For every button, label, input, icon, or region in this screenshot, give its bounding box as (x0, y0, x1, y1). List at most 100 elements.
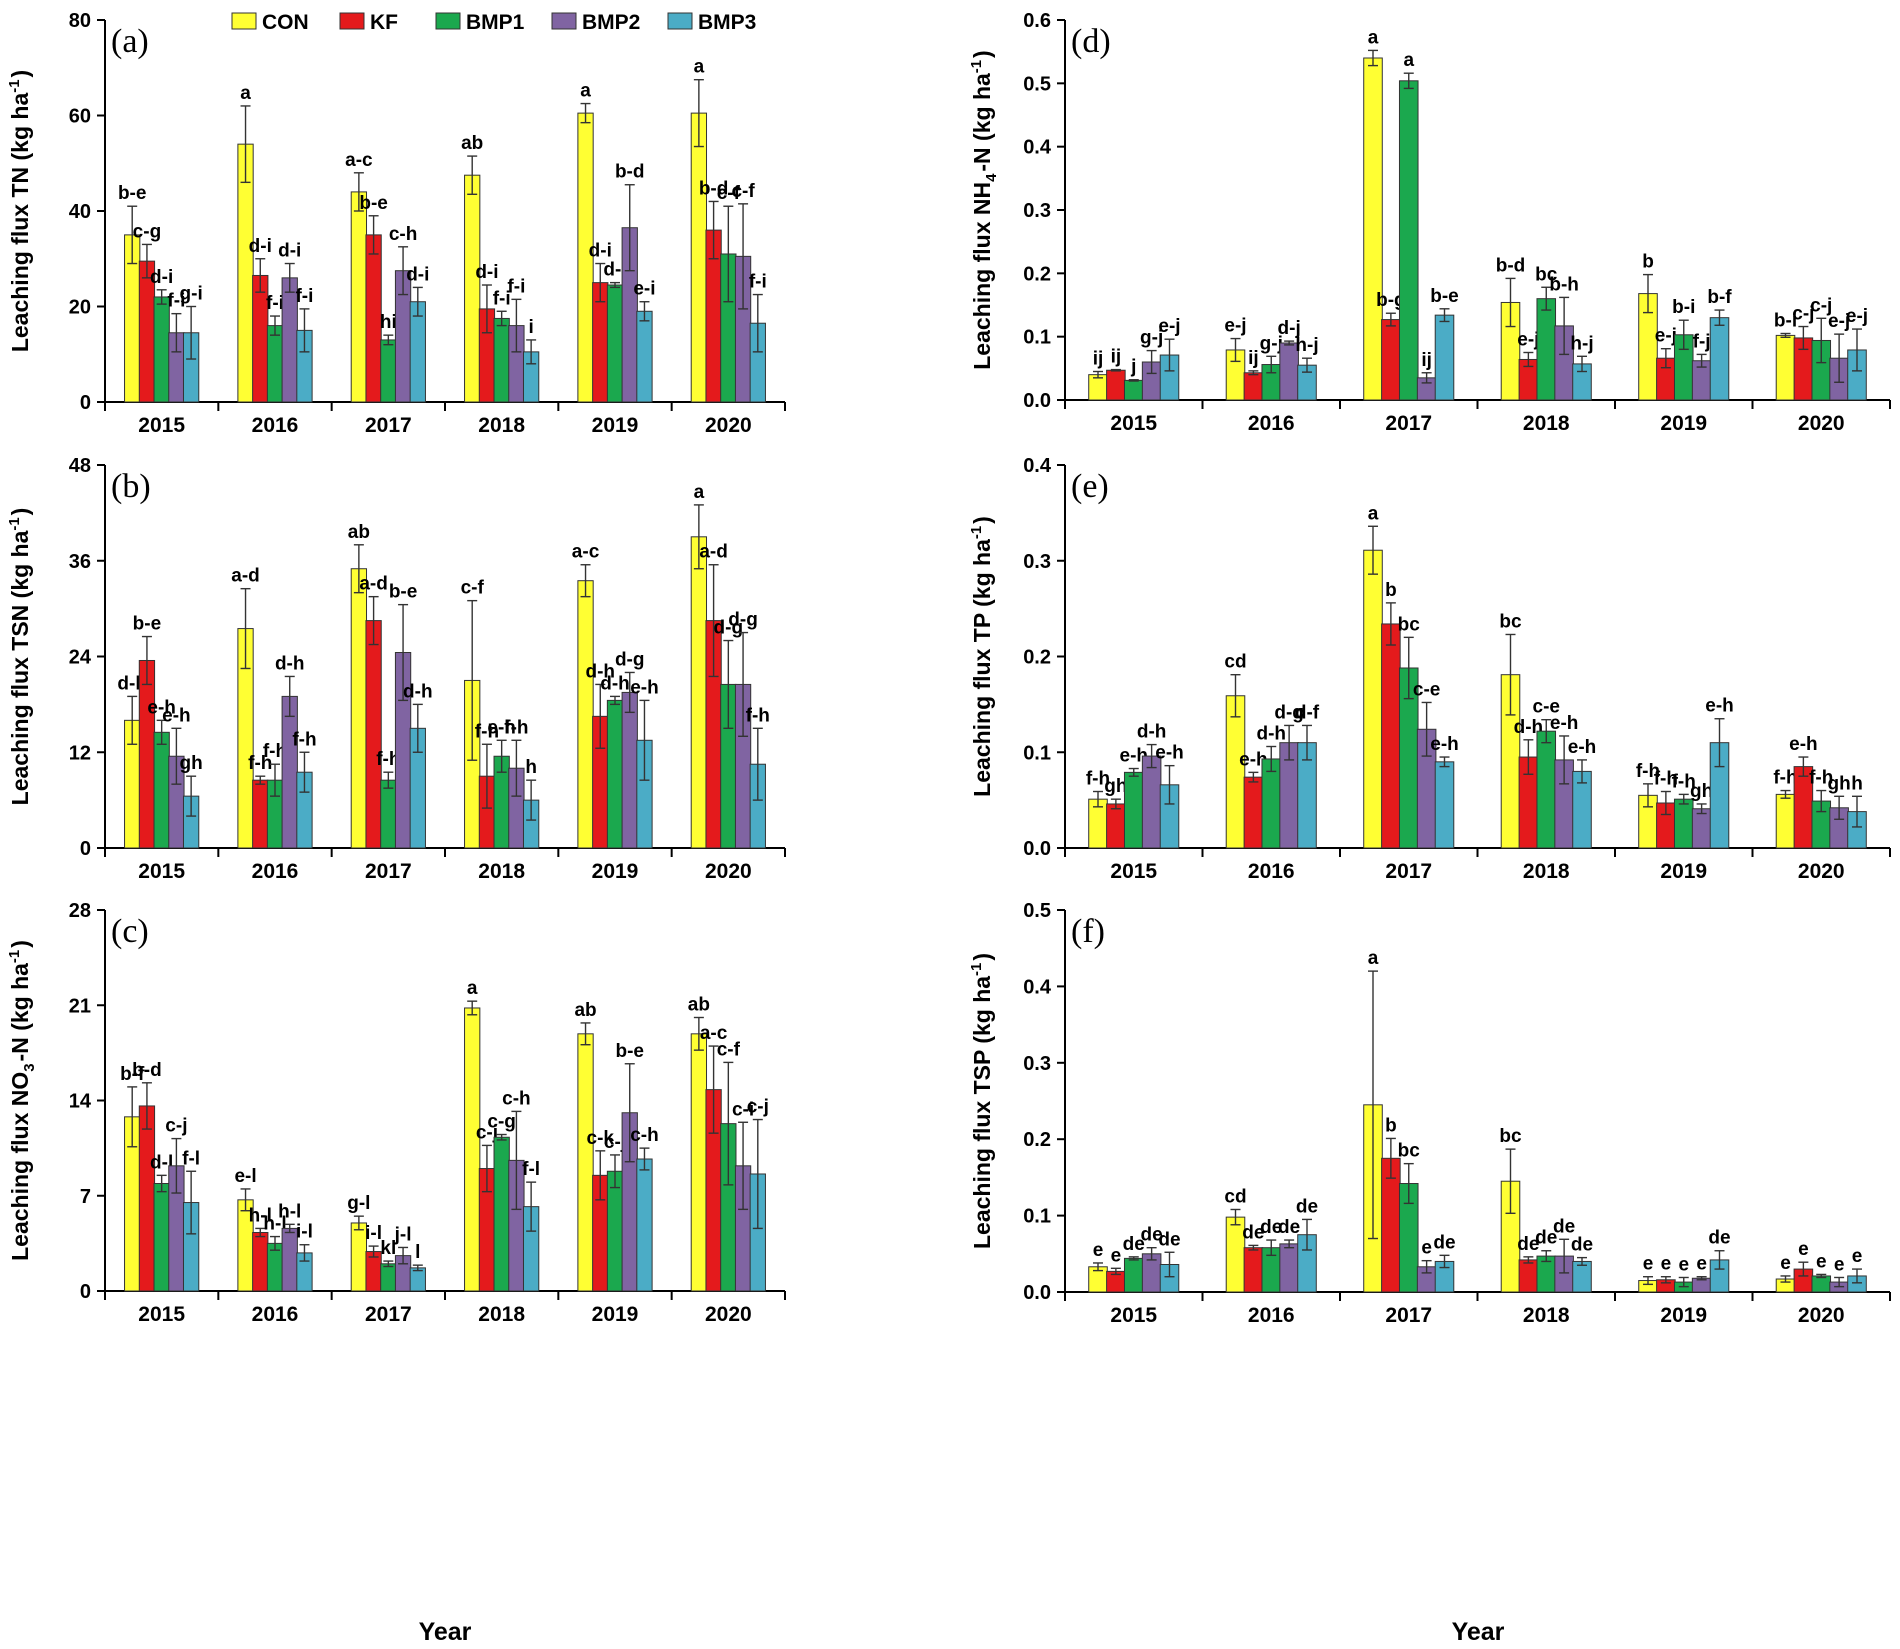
y-tick-label: 0.1 (1023, 1206, 1051, 1228)
y-tick-label: 40 (69, 201, 91, 223)
x-tick-label: 2019 (592, 1303, 639, 1326)
x-tick-label: 2018 (478, 860, 525, 883)
significance-label: e-j (1655, 326, 1677, 347)
y-axis-title: Leaching flux TSN (kg ha-1 ) (6, 508, 33, 806)
significance-label: e (1798, 1239, 1809, 1260)
significance-label: bc (1499, 611, 1522, 632)
bar-bmp1 (380, 1263, 397, 1292)
significance-label: b-d (132, 1060, 162, 1081)
bar-bmp3 (1434, 314, 1455, 401)
bar-bmp1 (1811, 1275, 1832, 1293)
x-tick-label: 2015 (1110, 1304, 1157, 1327)
significance-label: c-g (133, 221, 162, 242)
significance-label: b-e (1430, 286, 1459, 307)
significance-label: d-i (249, 236, 272, 257)
legend-label: BMP2 (582, 11, 640, 34)
significance-label: h-l (249, 1205, 272, 1226)
y-tick-label: 28 (69, 900, 91, 922)
bar-con (1363, 549, 1383, 849)
legend-swatch-bmp1 (435, 12, 461, 30)
significance-label: a-c (572, 542, 600, 563)
significance-label: g-j (1140, 328, 1163, 349)
significance-label: c-h (389, 224, 418, 245)
significance-label: f-i (493, 288, 511, 309)
x-tick-label: 2015 (138, 860, 185, 883)
bar-bmp1 (1123, 771, 1144, 849)
significance-label: d-i (278, 241, 301, 262)
significance-label: e-h (1155, 743, 1184, 764)
significance-label: c-j (1810, 295, 1832, 316)
significance-label: f-h (504, 717, 528, 738)
significance-label: c-e (1533, 697, 1560, 718)
panel-a: 0 20 40 60 80 2015 2016 2017 2018 2019 2020 b-e a a-c… (6, 10, 786, 437)
bar-bmp1 (1398, 80, 1419, 401)
significance-label: ij (1421, 350, 1432, 371)
x-tick-label: 2020 (705, 1303, 752, 1326)
bar-con (350, 568, 368, 849)
significance-label: f-i (167, 291, 185, 312)
y-axis-title-part: NH (969, 182, 995, 215)
significance-label: d-i (475, 262, 498, 283)
significance-label: e-h (1568, 737, 1597, 758)
significance-label: de (1708, 1228, 1730, 1249)
legend-label: KF (370, 11, 398, 34)
y-tick-label: 0.1 (1023, 327, 1051, 349)
bar-bmp1 (606, 1170, 624, 1292)
significance-label: f-h (263, 741, 287, 762)
y-axis-title-part: ha (7, 93, 33, 120)
significance-label: de (1242, 1222, 1264, 1243)
y-axis-title-sup: -1 (968, 526, 985, 539)
x-tick-label: 2016 (1248, 1304, 1295, 1327)
bar-con (1775, 334, 1796, 401)
significance-label: ab (461, 133, 483, 154)
significance-label: f-h (475, 721, 499, 742)
bar-kf (1243, 372, 1264, 401)
x-tick-label: 2016 (252, 414, 299, 437)
significance-label: g-j (1260, 333, 1283, 354)
legend-swatch-bmp3 (667, 12, 693, 30)
significance-label: c-j (165, 1116, 187, 1137)
significance-label: b-i (1774, 311, 1797, 332)
bar-bmp1 (153, 731, 170, 849)
y-tick-label: 36 (69, 551, 91, 573)
bar-con (690, 536, 708, 849)
y-tick-label: 0 (80, 392, 91, 414)
x-tick-label: 2015 (138, 414, 185, 437)
x-tick-label: 2017 (365, 860, 412, 883)
significance-label: e-h (1705, 696, 1734, 717)
panel-label: (e) (1071, 468, 1109, 505)
significance-label: f-h (1809, 768, 1833, 789)
significance-label: d-g (1274, 702, 1304, 723)
y-tick-label: 0.2 (1023, 647, 1051, 669)
x-tick-label: 2017 (365, 414, 412, 437)
panel-label: (d) (1071, 23, 1111, 60)
y-axis-title-part: -N (kg (7, 990, 33, 1062)
bar-con (464, 1007, 481, 1292)
y-tick-label: 60 (69, 106, 91, 128)
y-axis-title-part: -N (kg (969, 100, 995, 172)
x-tick-label: 2020 (1798, 1304, 1845, 1327)
significance-label: e-h (630, 677, 659, 698)
significance-label: f-h (746, 705, 770, 726)
significance-label: a-d (359, 574, 388, 595)
significance-label: ab (348, 522, 370, 543)
y-tick-label: 24 (69, 647, 92, 669)
y-tick-label: 48 (69, 455, 91, 477)
y-tick-label: 14 (69, 1091, 92, 1113)
significance-label: e (1780, 1253, 1791, 1274)
y-axis-title: Leaching flux TN (kg ha-1 ) (6, 70, 33, 352)
bar-kf (1381, 623, 1401, 849)
significance-label: d-l (150, 1152, 173, 1173)
bar-bmp3 (409, 301, 426, 403)
significance-label: i-l (365, 1223, 382, 1244)
y-tick-label: 7 (80, 1186, 91, 1208)
significance-label: c-f (731, 181, 755, 202)
significance-label: e-h (1550, 713, 1579, 734)
significance-label: d-h (403, 681, 433, 702)
bar-bmp1 (1123, 1257, 1144, 1293)
y-axis-title-part: Leaching flux (7, 1106, 33, 1261)
panel-d: 0.0 0.1 0.2 0.3 0.4 0.5 0.6 2015 2016 2017 2018 201… (968, 10, 1891, 435)
bar-bmp1 (1536, 730, 1557, 849)
significance-label: f-h (376, 749, 400, 770)
